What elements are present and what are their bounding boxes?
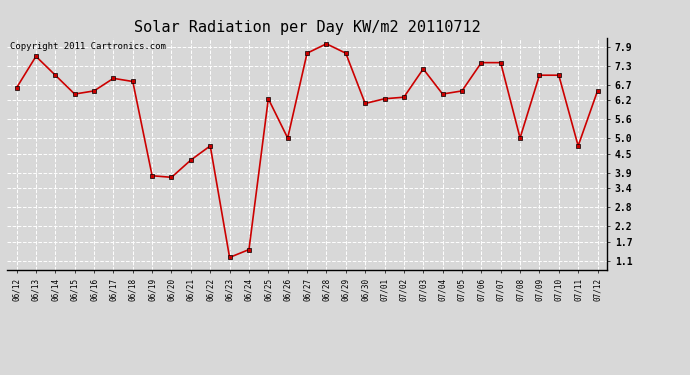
Text: Copyright 2011 Cartronics.com: Copyright 2011 Cartronics.com xyxy=(10,42,166,51)
Title: Solar Radiation per Day KW/m2 20110712: Solar Radiation per Day KW/m2 20110712 xyxy=(134,20,480,35)
